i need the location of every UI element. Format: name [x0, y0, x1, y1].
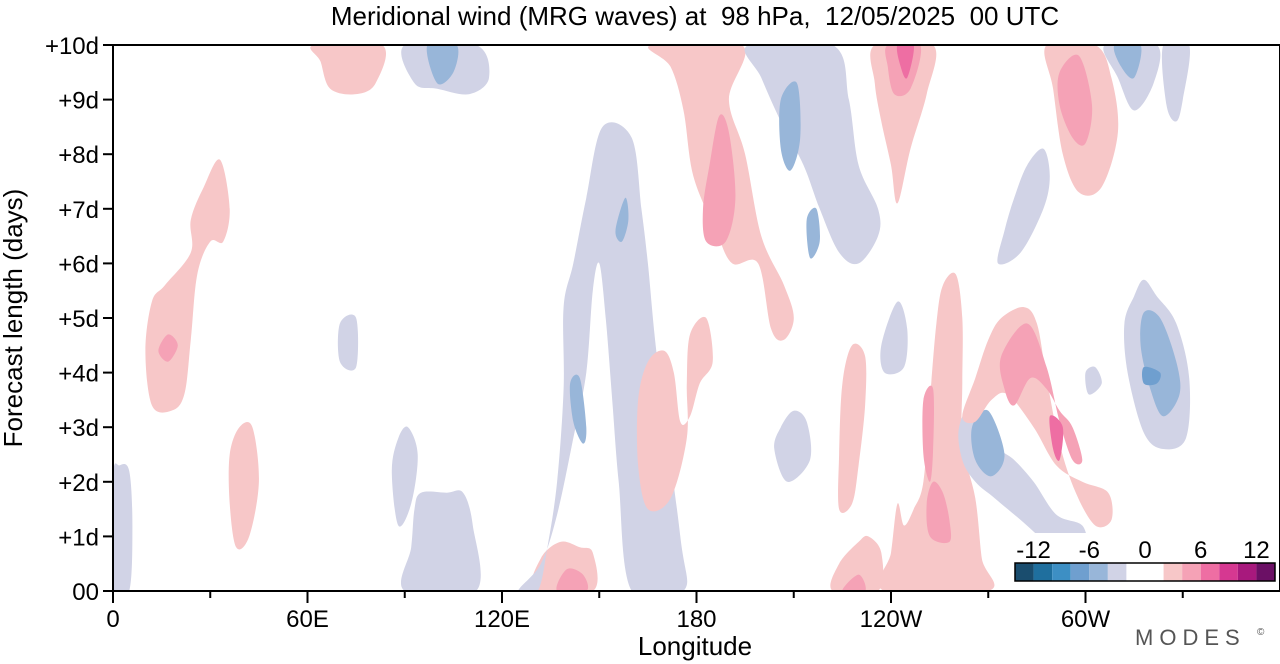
x-axis-ticks: 0 60E 120E 180 120W 60W	[106, 591, 1184, 633]
x-tick-label: 120E	[474, 606, 530, 633]
y-tick-label: +6d	[58, 251, 99, 278]
y-tick-label: +7d	[58, 197, 99, 224]
colorbar-tick-label: 0	[1138, 537, 1151, 564]
contour-region-18	[310, 45, 386, 95]
colorbar-bin	[1033, 563, 1053, 581]
contour-region-44	[1140, 310, 1181, 417]
contour-region-31	[926, 481, 952, 544]
contour-region-35	[962, 307, 1113, 528]
contour-region-20	[391, 426, 418, 527]
contour-region-22	[842, 574, 866, 591]
colorbar-frame	[1014, 562, 1276, 582]
modes-logo: MODES ©	[1135, 625, 1265, 650]
contour-region-33	[971, 409, 1005, 477]
x-tick-label: 60W	[1061, 606, 1111, 633]
y-tick-label: +10d	[45, 33, 99, 60]
contour-region-46	[1085, 366, 1102, 395]
contour-region-14	[779, 81, 801, 171]
y-tick-label: +4d	[58, 361, 99, 388]
contour-region-12	[702, 114, 736, 247]
colorbar-tick-label: 12	[1243, 537, 1270, 564]
contour-region-3	[228, 421, 259, 550]
chart-title: Meridional wind (MRG waves) at 98 hPa, 1…	[331, 1, 1059, 31]
colorbar-bin	[1107, 563, 1127, 581]
contour-region-41	[1113, 45, 1142, 79]
y-axis-label: Forecast length (days)	[0, 189, 28, 448]
y-tick-label: 00	[72, 579, 99, 606]
contour-region-23	[838, 343, 867, 513]
contour-region-10	[636, 316, 713, 512]
contour-region-39	[1057, 54, 1093, 146]
contour-region-37	[1049, 415, 1064, 461]
contour-region-45	[1141, 366, 1161, 386]
colorbar-tick-label: -6	[1079, 537, 1100, 564]
x-tick-label: 120W	[860, 606, 923, 633]
colorbar-bin	[1052, 563, 1071, 581]
colorbar-bin	[1237, 563, 1257, 581]
colorbar-bin	[1256, 563, 1275, 581]
contour-region-25	[870, 45, 937, 204]
contour-region-28	[880, 301, 908, 375]
contour-region-6	[556, 568, 589, 591]
colorbar: -12 -6 0 6 12	[1011, 533, 1279, 585]
contour-region-0	[113, 463, 133, 591]
x-tick-label: 180	[676, 606, 716, 633]
logo-mark: ©	[1257, 627, 1265, 638]
y-tick-label: +5d	[58, 306, 99, 333]
y-tick-label: +8d	[58, 142, 99, 169]
logo-text: MODES	[1135, 625, 1246, 650]
contour-region-1	[145, 159, 230, 413]
colorbar-bin	[1126, 563, 1164, 581]
contour-region-42	[1161, 45, 1190, 122]
y-axis-ticks: 00 +1d +2d +3d +4d +5d +6d +7d +8d +9d +10d	[45, 33, 113, 606]
colorbar-bin	[1219, 563, 1238, 581]
x-tick-label: 0	[106, 606, 119, 633]
contour-region-2	[158, 334, 178, 362]
contour-region-19	[337, 314, 359, 371]
contour-region-29	[878, 272, 995, 591]
x-axis-label: Longitude	[638, 631, 752, 661]
contour-region-9	[615, 197, 629, 242]
contour-region-21	[830, 535, 884, 591]
contour-region-27	[896, 45, 914, 79]
x-tick-label: 60E	[286, 606, 329, 633]
contour-fills	[113, 45, 1191, 591]
colorbar-bin	[1182, 563, 1201, 581]
colorbar-bin	[1089, 563, 1108, 581]
colorbar-bin	[1070, 563, 1090, 581]
contour-region-34	[997, 148, 1050, 265]
colorbar-tick-label: 6	[1194, 537, 1207, 564]
colorbar-tick-label: -12	[1016, 537, 1051, 564]
colorbar-bin	[1015, 563, 1034, 581]
colorbar-bin	[1200, 563, 1220, 581]
y-tick-label: +9d	[58, 88, 99, 115]
contour-region-17	[426, 45, 459, 85]
contour-region-13	[744, 45, 881, 265]
colorbar-bin	[1163, 563, 1183, 581]
contour-region-4	[400, 490, 481, 591]
contour-region-36	[999, 323, 1083, 465]
y-tick-label: +3d	[58, 415, 99, 442]
contour-region-15	[806, 207, 820, 259]
contour-region-24	[774, 410, 812, 482]
y-tick-label: +1d	[58, 524, 99, 551]
contour-region-30	[922, 385, 935, 482]
contour-region-8	[569, 374, 587, 444]
y-tick-label: +2d	[58, 470, 99, 497]
